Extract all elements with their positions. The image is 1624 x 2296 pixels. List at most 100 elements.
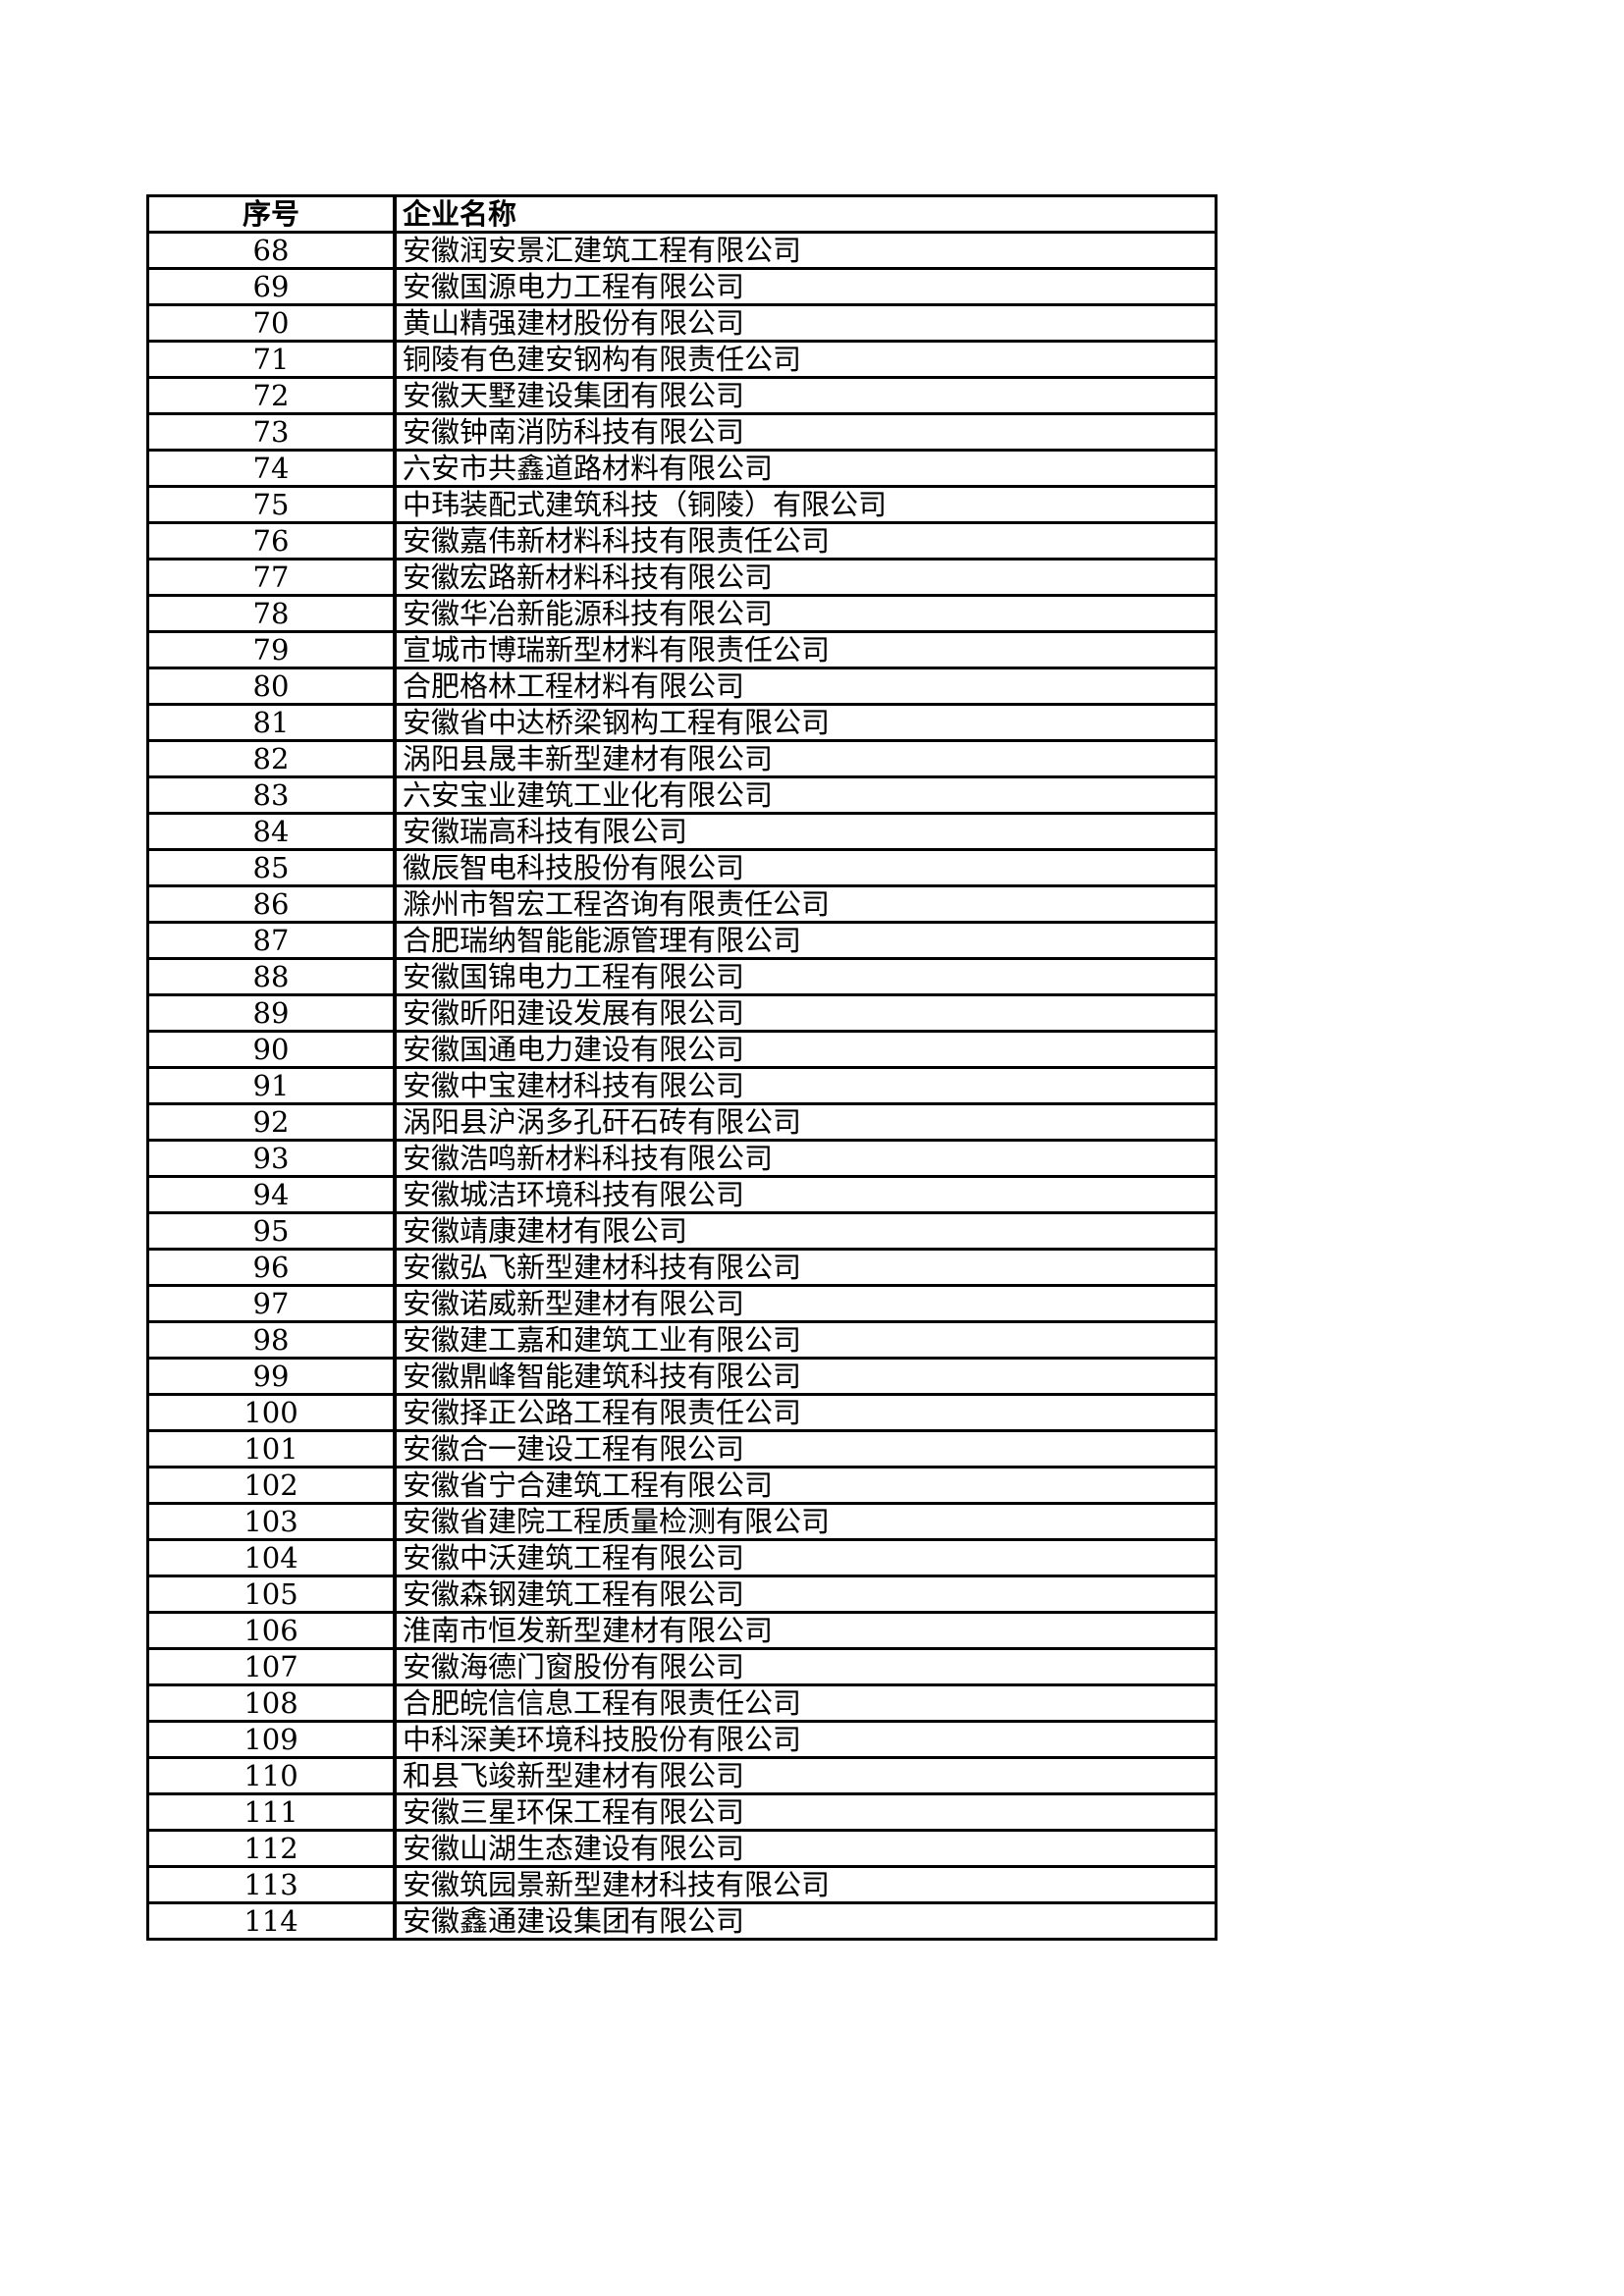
company-name-cell: 安徽中沃建筑工程有限公司 (393, 1538, 1218, 1577)
enterprise-table: 序号 企业名称 68 安徽润安景汇建筑工程有限公司 69 安徽国源电力工程有限公司 70… (146, 194, 1218, 1941)
serial-cell: 109 (146, 1720, 396, 1759)
table-row: 82 涡阳县晟丰新型建材有限公司 (146, 739, 1218, 778)
company-name-cell: 安徽中宝建材科技有限公司 (393, 1066, 1218, 1105)
company-name-cell: 安徽省中达桥梁钢构工程有限公司 (393, 703, 1218, 742)
company-name-cell: 黄山精强建材股份有限公司 (393, 303, 1218, 343)
company-name-cell: 铜陵有色建安钢构有限责任公司 (393, 340, 1218, 379)
company-name-cell: 涡阳县晟丰新型建材有限公司 (393, 739, 1218, 778)
table-row: 103 安徽省建院工程质量检测有限公司 (146, 1502, 1218, 1541)
company-name-cell: 安徽瑞高科技有限公司 (393, 812, 1218, 851)
serial-cell: 104 (146, 1538, 396, 1577)
company-name-cell: 安徽择正公路工程有限责任公司 (393, 1393, 1218, 1432)
table-row: 112 安徽山湖生态建设有限公司 (146, 1829, 1218, 1868)
company-name-cell: 安徽海德门窗股份有限公司 (393, 1647, 1218, 1686)
table-row: 92 涡阳县沪涡多孔矸石砖有限公司 (146, 1102, 1218, 1142)
table-row: 85 徽辰智电科技股份有限公司 (146, 848, 1218, 887)
company-name-cell: 安徽省建院工程质量检测有限公司 (393, 1502, 1218, 1541)
table-row: 70 黄山精强建材股份有限公司 (146, 303, 1218, 343)
header-company-name: 企业名称 (393, 194, 1218, 234)
serial-cell: 101 (146, 1429, 396, 1468)
company-name-cell: 安徽国源电力工程有限公司 (393, 267, 1218, 306)
table-row: 111 安徽三星环保工程有限公司 (146, 1792, 1218, 1832)
serial-cell: 102 (146, 1466, 396, 1505)
serial-cell: 84 (146, 812, 396, 851)
serial-cell: 105 (146, 1575, 396, 1614)
serial-cell: 96 (146, 1248, 396, 1287)
table-row: 79 宣城市博瑞新型材料有限责任公司 (146, 630, 1218, 669)
serial-cell: 89 (146, 993, 396, 1033)
serial-cell: 94 (146, 1175, 396, 1214)
company-name-cell: 合肥格林工程材料有限公司 (393, 667, 1218, 706)
serial-cell: 114 (146, 1901, 396, 1941)
serial-cell: 74 (146, 449, 396, 488)
serial-cell: 87 (146, 921, 396, 960)
table-row: 81 安徽省中达桥梁钢构工程有限公司 (146, 703, 1218, 742)
table-row: 110 和县飞竣新型建材有限公司 (146, 1756, 1218, 1795)
table-row: 71 铜陵有色建安钢构有限责任公司 (146, 340, 1218, 379)
serial-cell: 107 (146, 1647, 396, 1686)
serial-cell: 111 (146, 1792, 396, 1832)
company-name-cell: 和县飞竣新型建材有限公司 (393, 1756, 1218, 1795)
company-name-cell: 安徽昕阳建设发展有限公司 (393, 993, 1218, 1033)
company-name-cell: 六安市共鑫道路材料有限公司 (393, 449, 1218, 488)
company-name-cell: 合肥瑞纳智能能源管理有限公司 (393, 921, 1218, 960)
company-name-cell: 安徽靖康建材有限公司 (393, 1211, 1218, 1251)
table-row: 97 安徽诺威新型建材有限公司 (146, 1284, 1218, 1323)
table-row: 84 安徽瑞高科技有限公司 (146, 812, 1218, 851)
serial-cell: 103 (146, 1502, 396, 1541)
serial-cell: 77 (146, 558, 396, 597)
table-row: 96 安徽弘飞新型建材科技有限公司 (146, 1248, 1218, 1287)
company-name-cell: 安徽润安景汇建筑工程有限公司 (393, 231, 1218, 270)
company-name-cell: 安徽山湖生态建设有限公司 (393, 1829, 1218, 1868)
company-name-cell: 涡阳县沪涡多孔矸石砖有限公司 (393, 1102, 1218, 1142)
serial-cell: 71 (146, 340, 396, 379)
table-row: 108 合肥皖信信息工程有限责任公司 (146, 1683, 1218, 1723)
table-row: 80 合肥格林工程材料有限公司 (146, 667, 1218, 706)
table-row: 93 安徽浩鸣新材料科技有限公司 (146, 1139, 1218, 1178)
serial-cell: 97 (146, 1284, 396, 1323)
serial-cell: 98 (146, 1320, 396, 1360)
table-row: 105 安徽森钢建筑工程有限公司 (146, 1575, 1218, 1614)
table-row: 75 中玮装配式建筑科技（铜陵）有限公司 (146, 485, 1218, 524)
company-name-cell: 中玮装配式建筑科技（铜陵）有限公司 (393, 485, 1218, 524)
serial-cell: 82 (146, 739, 396, 778)
serial-cell: 99 (146, 1357, 396, 1396)
company-name-cell: 安徽三星环保工程有限公司 (393, 1792, 1218, 1832)
table-row: 89 安徽昕阳建设发展有限公司 (146, 993, 1218, 1033)
company-name-cell: 安徽鼎峰智能建筑科技有限公司 (393, 1357, 1218, 1396)
table-row: 113 安徽筑园景新型建材科技有限公司 (146, 1865, 1218, 1904)
serial-cell: 108 (146, 1683, 396, 1723)
table-row: 69 安徽国源电力工程有限公司 (146, 267, 1218, 306)
table-row: 99 安徽鼎峰智能建筑科技有限公司 (146, 1357, 1218, 1396)
company-name-cell: 安徽弘飞新型建材科技有限公司 (393, 1248, 1218, 1287)
table-row: 68 安徽润安景汇建筑工程有限公司 (146, 231, 1218, 270)
company-name-cell: 安徽鑫通建设集团有限公司 (393, 1901, 1218, 1941)
serial-cell: 73 (146, 412, 396, 452)
company-name-cell: 安徽宏路新材料科技有限公司 (393, 558, 1218, 597)
serial-cell: 80 (146, 667, 396, 706)
table-row: 86 滁州市智宏工程咨询有限责任公司 (146, 884, 1218, 924)
company-name-cell: 安徽钟南消防科技有限公司 (393, 412, 1218, 452)
header-serial: 序号 (146, 194, 396, 234)
serial-cell: 79 (146, 630, 396, 669)
serial-cell: 68 (146, 231, 396, 270)
company-name-cell: 安徽合一建设工程有限公司 (393, 1429, 1218, 1468)
company-name-cell: 徽辰智电科技股份有限公司 (393, 848, 1218, 887)
table-row: 98 安徽建工嘉和建筑工业有限公司 (146, 1320, 1218, 1360)
serial-cell: 110 (146, 1756, 396, 1795)
serial-cell: 72 (146, 376, 396, 415)
company-name-cell: 滁州市智宏工程咨询有限责任公司 (393, 884, 1218, 924)
table-row: 109 中科深美环境科技股份有限公司 (146, 1720, 1218, 1759)
company-name-cell: 安徽森钢建筑工程有限公司 (393, 1575, 1218, 1614)
table-row: 77 安徽宏路新材料科技有限公司 (146, 558, 1218, 597)
serial-cell: 76 (146, 521, 396, 561)
header-row: 序号 企业名称 (146, 194, 1218, 234)
table-row: 76 安徽嘉伟新材料科技有限责任公司 (146, 521, 1218, 561)
serial-cell: 81 (146, 703, 396, 742)
company-name-cell: 安徽天墅建设集团有限公司 (393, 376, 1218, 415)
serial-cell: 70 (146, 303, 396, 343)
serial-cell: 88 (146, 957, 396, 996)
company-name-cell: 淮南市恒发新型建材有限公司 (393, 1611, 1218, 1650)
company-name-cell: 安徽建工嘉和建筑工业有限公司 (393, 1320, 1218, 1360)
serial-cell: 93 (146, 1139, 396, 1178)
